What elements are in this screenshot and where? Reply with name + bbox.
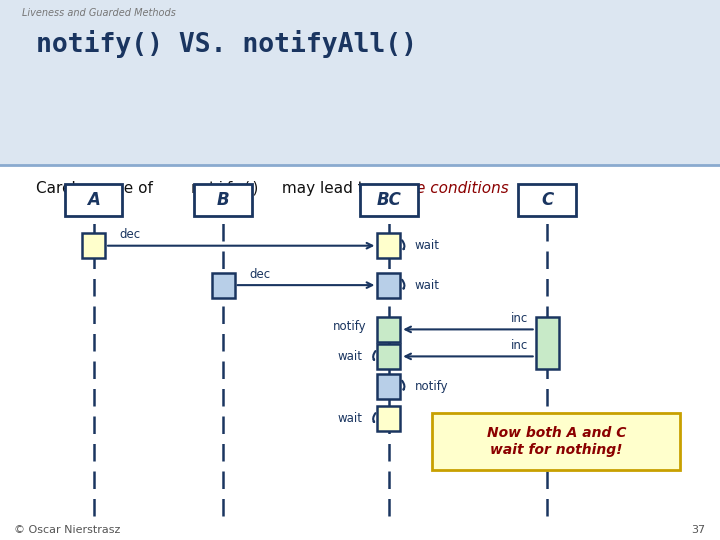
Text: inc: inc [511,312,528,325]
Bar [194,184,252,216]
Text: notify: notify [333,320,366,333]
Text: dec: dec [249,268,270,281]
Bar [518,184,576,216]
Bar [360,184,418,216]
Text: wait: wait [338,412,363,425]
Text: race conditions: race conditions [392,181,509,196]
Text: notify: notify [415,380,449,393]
Text: wait: wait [338,350,363,363]
Text: wait: wait [415,279,440,292]
Text: dec: dec [120,228,140,241]
FancyArrowPatch shape [402,240,405,249]
Bar [432,413,680,470]
Bar [65,184,122,216]
Text: Now both A and C
wait for nothing!: Now both A and C wait for nothing! [487,427,626,456]
Text: wait: wait [415,239,440,252]
FancyArrowPatch shape [402,280,405,288]
Bar [377,406,400,431]
Text: notify(): notify() [191,181,261,196]
Text: Careless use of: Careless use of [36,181,158,196]
Bar [377,344,400,369]
Text: Liveness and Guarded Methods: Liveness and Guarded Methods [22,8,176,18]
Text: .: . [536,181,541,196]
Text: © Oscar Nierstrasz: © Oscar Nierstrasz [14,524,121,535]
Bar [82,233,105,258]
Text: C: C [541,191,554,209]
Text: notify() VS. notifyAll(): notify() VS. notifyAll() [36,30,417,58]
Text: BC: BC [377,191,401,209]
Text: may lead to: may lead to [277,181,378,196]
Text: 37: 37 [691,524,706,535]
FancyArrowPatch shape [373,351,375,360]
Bar [536,317,559,369]
Bar [212,273,235,298]
FancyArrowPatch shape [402,381,405,389]
Text: B: B [217,191,230,209]
Text: inc: inc [511,339,528,352]
Bar [377,233,400,258]
Text: A: A [87,191,100,209]
FancyArrowPatch shape [373,413,375,422]
Bar [377,374,400,399]
Bar [0,0,720,165]
Bar [377,317,400,342]
Bar [0,165,720,540]
Bar [377,273,400,298]
